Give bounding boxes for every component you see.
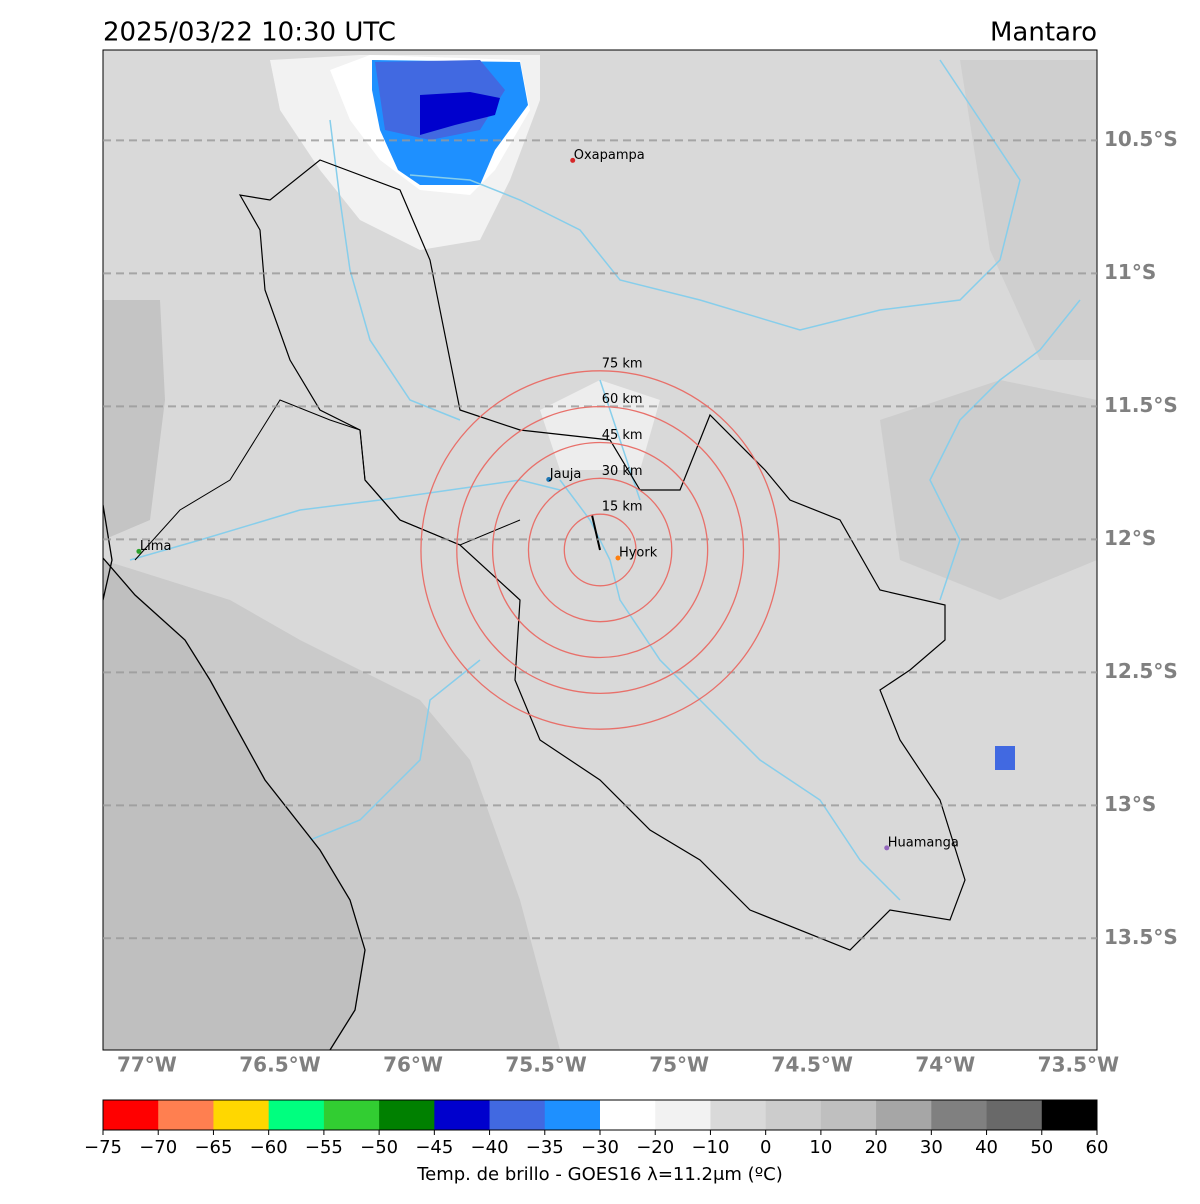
cloud [540, 380, 660, 470]
city-label: Jauja [549, 467, 582, 482]
range-ring [420, 370, 780, 730]
range-ring-label: 15 km [602, 500, 643, 515]
colorbar-tick-label: 10 [809, 1137, 832, 1158]
colorbar-tick-label: −70 [139, 1137, 177, 1158]
colorbar-tick-label: −60 [250, 1137, 288, 1158]
colorbar-tick-label: 40 [975, 1137, 998, 1158]
city-label: Oxapampa [574, 148, 645, 163]
colorbar-segment [103, 1100, 159, 1130]
colorbar-tick-label: −30 [581, 1137, 619, 1158]
city-dot [615, 555, 621, 561]
colorbar-segment [1041, 1100, 1098, 1130]
range-ring [527, 477, 673, 623]
colorbar-segment [434, 1100, 491, 1130]
colorbar-tick-label: −45 [415, 1137, 453, 1158]
colorbar-tick-label: 60 [1086, 1137, 1109, 1158]
range-ring [456, 406, 745, 694]
lon-tick-label: 77°W [117, 1053, 177, 1077]
colorbar-tick-label: −35 [526, 1137, 564, 1158]
lat-tick-label: 13.5°S [1104, 925, 1178, 949]
lat-tick-label: 10.5°S [1104, 127, 1178, 151]
colorbar-tick-label: −75 [84, 1137, 122, 1158]
colorbar-tick-label: −20 [636, 1137, 674, 1158]
colorbar-tick-label: −40 [471, 1137, 509, 1158]
city-label: Hyork [619, 545, 658, 560]
shade [960, 60, 1097, 360]
colorbar-segment [379, 1100, 435, 1130]
lat-tick-label: 11.5°S [1104, 393, 1178, 417]
lon-tick-label: 76°W [383, 1053, 443, 1077]
lon-tick-label: 76.5°W [239, 1053, 320, 1077]
city-dot [570, 157, 576, 163]
colorbar-segment [323, 1100, 380, 1130]
overlay: 15 km 30 km 45 km 60 km 75 km Oxapampa Jauja Li… [103, 139, 1097, 940]
track [591, 514, 601, 551]
lat-tick-label: 13°S [1104, 792, 1156, 816]
colorbar-segment [544, 1100, 601, 1130]
shade [103, 300, 165, 540]
basin-outline [238, 159, 966, 951]
coastline [103, 504, 113, 601]
colorbar-segment [931, 1100, 988, 1130]
city-label: Lima [140, 539, 171, 554]
colorbar-tick-label: −65 [194, 1137, 232, 1158]
lat-tick-label: 11°S [1104, 260, 1156, 284]
colorbar-tick-label: 30 [920, 1137, 943, 1158]
coastline [103, 557, 366, 1050]
lon-tick-label: 74°W [915, 1053, 975, 1077]
colorbar-segment [765, 1100, 822, 1130]
lon-tick-label: 73.5°W [1038, 1053, 1119, 1077]
colorbar-segment [876, 1100, 932, 1130]
range-ring [563, 513, 637, 587]
colorbar-segment [655, 1100, 711, 1130]
colorbar-label: Temp. de brillo - GOES16 λ=11.2μm (ºC) [416, 1164, 783, 1185]
colorbar-segment [600, 1100, 656, 1130]
colorbar-tick-label: −10 [691, 1137, 729, 1158]
range-ring-label: 45 km [602, 428, 643, 443]
imagery [103, 50, 1097, 1050]
city-dot [136, 548, 142, 554]
cloud-cold [995, 746, 1015, 770]
colorbar-segment [489, 1100, 546, 1130]
lon-tick-label: 75°W [649, 1053, 709, 1077]
colorbar-segment [213, 1100, 270, 1130]
map-frame [102, 49, 1098, 1051]
city-dot [884, 845, 890, 851]
colorbar-tick-label: 0 [760, 1137, 771, 1158]
region-title: Mantaro [990, 18, 1097, 48]
shade [880, 380, 1097, 600]
ocean [103, 558, 365, 1050]
city-dot [546, 477, 552, 483]
title: 2025/03/22 10:30 UTC [103, 18, 396, 48]
colorbar-segment [986, 1100, 1043, 1130]
colorbar-segment [268, 1100, 325, 1130]
colorbar-tick-label: −55 [305, 1137, 343, 1158]
lat-tick-label: 12°S [1104, 526, 1156, 550]
lat-tick-label: 12.5°S [1104, 659, 1178, 683]
colorbar-tick-label: −50 [360, 1137, 398, 1158]
cloud-core [420, 92, 500, 135]
colorbar-tick-label: 20 [865, 1137, 888, 1158]
range-ring-label: 75 km [602, 356, 643, 371]
city-label: Huamanga [888, 835, 959, 850]
range-ring-label: 30 km [602, 464, 643, 479]
colorbar-tick-label: 50 [1030, 1137, 1053, 1158]
lon-tick-label: 75.5°W [505, 1053, 586, 1077]
colorbar-segment [710, 1100, 767, 1130]
range-ring-label: 60 km [602, 392, 643, 407]
lon-tick-label: 74.5°W [772, 1053, 853, 1077]
range-ring [491, 441, 709, 659]
colorbar-segment [158, 1100, 214, 1130]
colorbar-segment [820, 1100, 877, 1130]
